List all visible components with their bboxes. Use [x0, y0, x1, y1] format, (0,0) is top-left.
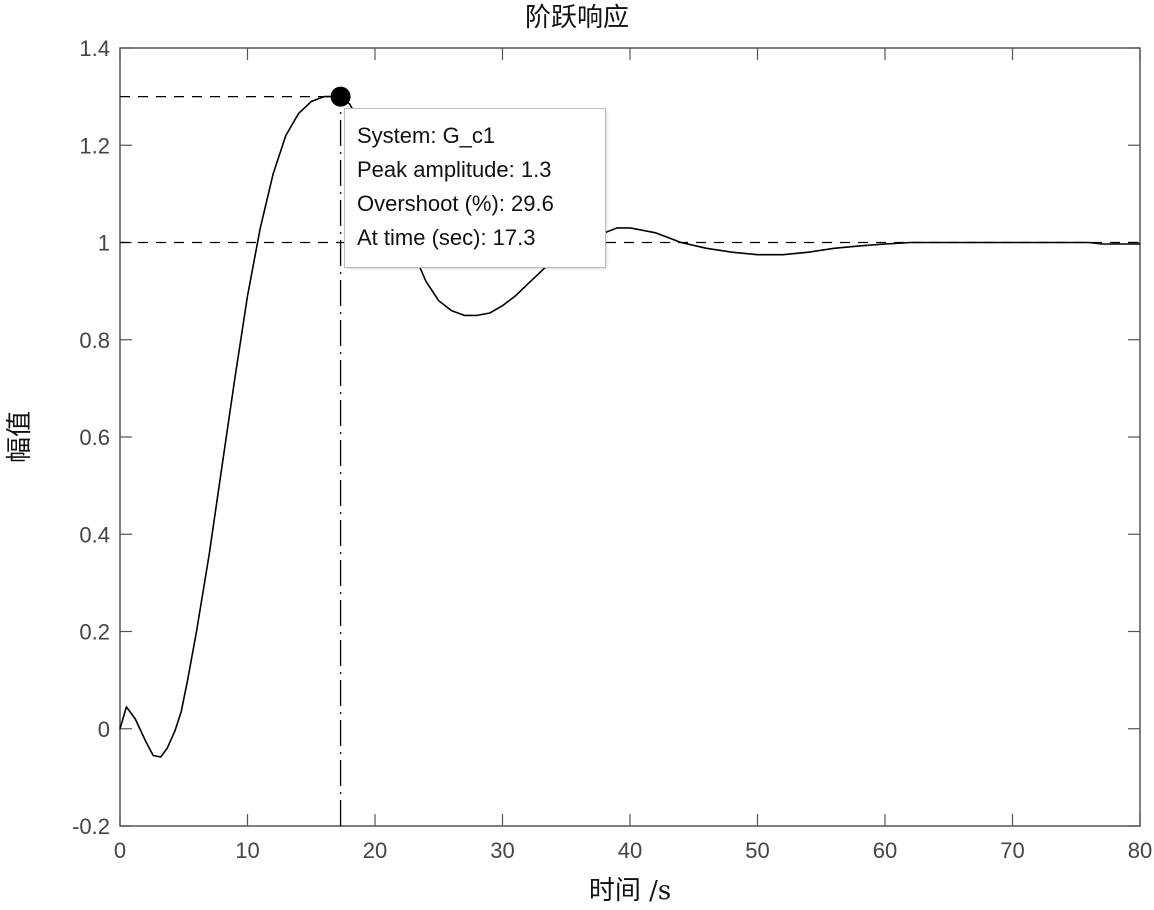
y-tick-label: -0.2	[72, 814, 110, 839]
y-tick-label: 0	[98, 717, 110, 742]
y-tick-label: 0.8	[79, 328, 110, 353]
x-tick-label: 20	[363, 838, 387, 863]
x-tick-label: 0	[114, 838, 126, 863]
step-response-line	[119, 95, 1140, 758]
x-tick-label: 60	[873, 838, 897, 863]
x-axis-label: 时间 /s	[588, 876, 672, 906]
reference-lines	[120, 95, 1140, 826]
marker-group	[330, 86, 351, 107]
x-tick-label: 30	[490, 838, 514, 863]
y-tick-label: 0.6	[79, 425, 110, 450]
chart-title: 阶跃响应	[524, 3, 629, 33]
series-group	[119, 95, 1140, 758]
x-tick-label: 40	[618, 838, 642, 863]
axes-group: 0 10 20 30 40 50 60 70 80-0.200.20.40.60.811.21.…	[72, 36, 1152, 863]
datatip-system: System: G_c1	[357, 123, 496, 148]
peak-datatip[interactable]: System: G_c1 Peak amplitude: 1.3 Oversho…	[344, 108, 606, 268]
plot-frame	[119, 47, 1141, 827]
y-axis-label: 幅值	[5, 411, 35, 464]
y-tick-label: 0.2	[79, 620, 110, 645]
datatip-overshoot: Overshoot (%): 29.6	[357, 191, 554, 216]
y-tick-label: 1	[98, 231, 110, 256]
x-tick-label: 10	[235, 838, 259, 863]
y-tick-label: 1.2	[79, 133, 110, 158]
peak-marker	[330, 86, 351, 107]
y-tick-label: 0.4	[79, 522, 110, 547]
x-tick-label: 50	[745, 838, 769, 863]
datatip-time: At time (sec): 17.3	[357, 225, 536, 250]
x-tick-label: 70	[1000, 838, 1024, 863]
x-tick-label: 80	[1128, 838, 1152, 863]
datatip-peak-amplitude: Peak amplitude: 1.3	[357, 157, 552, 182]
y-tick-label: 1.4	[79, 36, 110, 61]
